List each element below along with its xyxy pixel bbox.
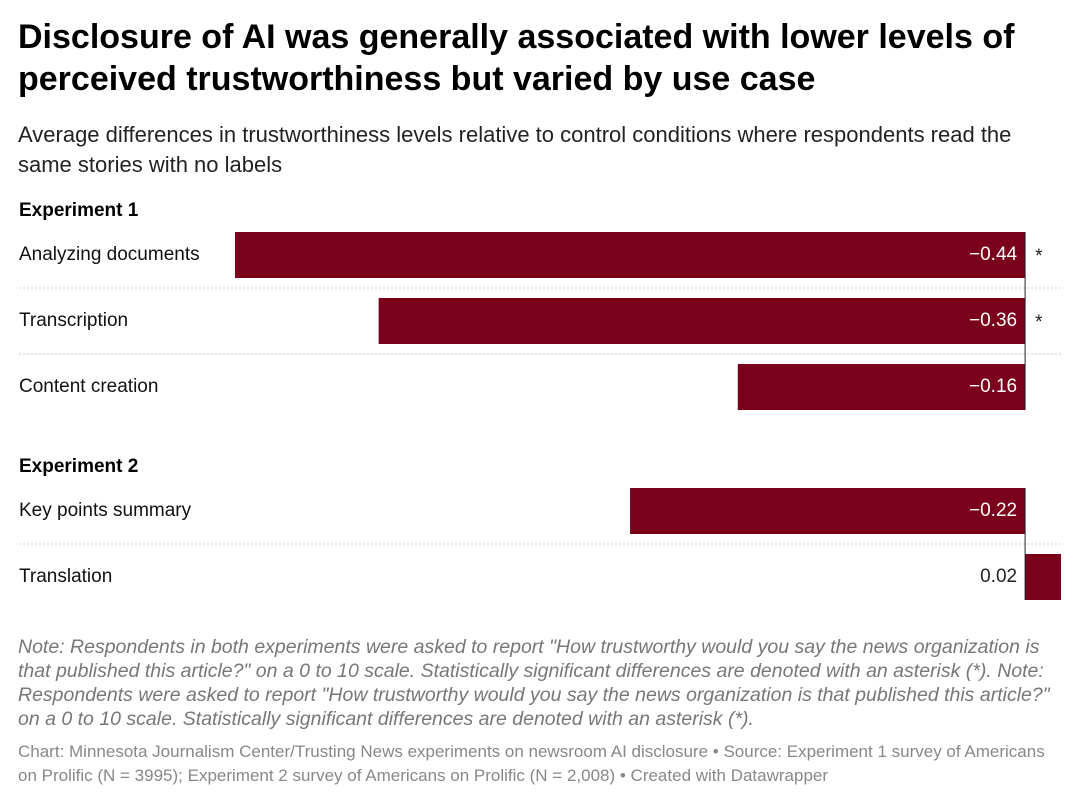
chart-subtitle: Average differences in trustworthiness l… (18, 122, 1012, 177)
significance-marker: * (1035, 312, 1043, 333)
category-label: Content creation (19, 376, 158, 397)
chart-note: Note: Respondents in both experiments we… (18, 636, 1050, 730)
value-label: 0.02 (980, 566, 1017, 587)
bar (737, 364, 1026, 410)
value-label: −0.36 (969, 310, 1017, 331)
group-label: Experiment 1 (19, 200, 139, 221)
category-label: Translation (19, 566, 112, 587)
bar (1025, 554, 1061, 600)
category-label: Transcription (19, 310, 128, 331)
category-label: Analyzing documents (19, 244, 200, 265)
value-label: −0.22 (969, 500, 1017, 521)
chart-title: Disclosure of AI was generally associate… (18, 18, 1015, 98)
significance-marker: * (1035, 246, 1043, 267)
bar (630, 488, 1026, 534)
group-label: Experiment 2 (19, 456, 138, 477)
value-label: −0.44 (969, 244, 1018, 265)
bar (378, 298, 1026, 344)
chart-source: Chart: Minnesota Journalism Center/Trust… (18, 742, 1045, 785)
value-label: −0.16 (969, 376, 1017, 397)
chart: Experiment 1 Analyzing documents −0.44 * Tra… (19, 200, 1061, 600)
category-label: Key points summary (19, 500, 192, 521)
bar (235, 232, 1026, 278)
